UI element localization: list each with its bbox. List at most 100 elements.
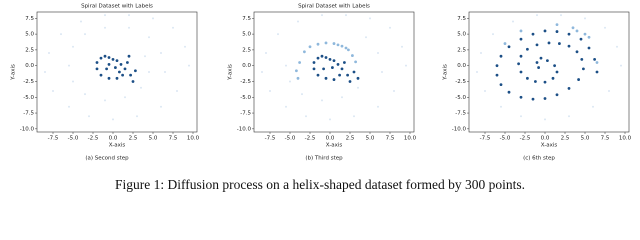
data-point [476, 71, 478, 73]
data-point [480, 52, 482, 55]
data-point [500, 105, 502, 108]
data-point [332, 42, 336, 45]
x-tick-label: -7.5 [265, 136, 276, 142]
data-point [265, 52, 267, 55]
y-tick-label: -7.5 [23, 111, 34, 117]
data-point [176, 89, 178, 92]
data-point [321, 14, 323, 17]
data-point [60, 33, 62, 36]
data-point [103, 54, 107, 58]
data-point [52, 89, 54, 92]
data-point [316, 73, 320, 77]
data-point [261, 71, 263, 73]
data-point [381, 71, 383, 73]
data-point [336, 43, 340, 47]
data-point [499, 54, 503, 58]
data-point [579, 37, 583, 41]
x-tick-label: 2.5 [346, 136, 355, 142]
data-point [534, 80, 537, 83]
y-tick-label: 7.5 [242, 16, 251, 22]
data-point [152, 17, 154, 20]
data-point [519, 95, 523, 99]
data-point [531, 32, 535, 36]
y-tick-label: 5.0 [25, 32, 34, 38]
data-point [332, 59, 336, 63]
data-point [48, 52, 50, 55]
data-point [164, 71, 166, 73]
x-tick-label: 0.0 [541, 136, 550, 142]
data-point [543, 97, 547, 100]
subcaption: (c) 6th step [523, 156, 555, 162]
data-point [555, 23, 559, 27]
data-point [296, 76, 300, 80]
data-point [188, 64, 190, 67]
data-point [114, 66, 117, 69]
subcaption: (b) Third step [305, 156, 343, 162]
x-tick-label: 7.5 [169, 136, 178, 142]
data-point [405, 64, 407, 67]
y-tick-label: 7.5 [457, 16, 466, 22]
data-point [503, 42, 507, 45]
data-point [99, 73, 103, 77]
x-tick-label: 10.0 [404, 136, 417, 142]
data-point [118, 70, 121, 74]
data-point [393, 89, 395, 92]
x-tick-label: 0.0 [326, 136, 335, 142]
data-point [365, 36, 367, 39]
y-tick-label: -5.0 [455, 95, 466, 101]
data-point [269, 89, 271, 92]
x-tick-label: 2.5 [561, 136, 570, 142]
data-point [111, 57, 115, 61]
x-tick-label: -7.5 [48, 136, 59, 142]
data-point [316, 42, 320, 46]
data-point [134, 69, 137, 73]
data-point [555, 93, 559, 97]
data-point [320, 54, 324, 58]
data-point [324, 41, 328, 45]
data-point [499, 83, 503, 87]
y-tick-label: 2.5 [242, 47, 251, 53]
data-point [519, 70, 523, 74]
data-point [160, 52, 162, 55]
data-point [104, 99, 106, 102]
data-point [105, 67, 108, 71]
x-tick-label: -2.5 [88, 136, 99, 142]
data-point [543, 29, 547, 33]
data-point [507, 45, 511, 49]
data-point [289, 80, 291, 83]
data-point [575, 29, 579, 33]
y-tick-label: 2.5 [25, 47, 34, 53]
data-point [301, 93, 303, 96]
data-point [316, 56, 320, 60]
data-point [312, 61, 316, 64]
data-point [495, 73, 499, 77]
chart-title: Spiral Dataset with Labels [298, 4, 370, 10]
data-point [583, 32, 587, 36]
data-point [551, 76, 555, 80]
data-point [322, 67, 325, 71]
data-point [357, 86, 359, 89]
x-tick-label: 5.0 [366, 136, 375, 142]
data-point [526, 76, 529, 80]
data-point [519, 54, 523, 58]
data-point [592, 105, 594, 108]
data-point [587, 46, 591, 50]
data-point [595, 61, 599, 64]
data-point [547, 41, 551, 45]
data-point [303, 50, 306, 54]
y-tick-label: -2.5 [455, 79, 466, 85]
x-tick-label: 7.5 [386, 136, 395, 142]
data-point [331, 66, 334, 69]
data-point [580, 57, 584, 61]
x-tick-label: 10.0 [187, 136, 200, 142]
data-point [604, 26, 606, 29]
data-point [517, 62, 520, 66]
data-point [377, 105, 379, 108]
x-tick-label: -2.5 [305, 136, 316, 142]
plot-frame [253, 11, 415, 133]
data-point [68, 105, 70, 108]
data-point [148, 71, 150, 73]
data-point [343, 61, 346, 64]
data-point [593, 57, 596, 61]
data-point [495, 64, 499, 68]
